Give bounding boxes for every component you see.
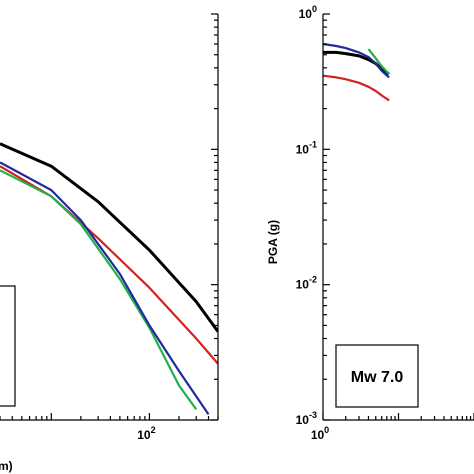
series-line-1: [0, 142, 218, 333]
left-legend-box: [0, 285, 16, 407]
annotation-text: Mw 7.0: [351, 369, 404, 386]
left-tick-labels: 102: [137, 425, 155, 442]
series-line-4: [0, 161, 210, 416]
y-tick-label: 10-2: [296, 275, 317, 292]
series-line-3: [367, 48, 390, 75]
right-panel: 100 100 10-1 10-2 10-3 PGA (g) Mw 7.0: [266, 4, 474, 442]
series-line-2: [323, 74, 390, 102]
series-line-3: [0, 169, 198, 410]
right-y-axis-label: PGA (g): [266, 220, 280, 264]
right-ticks: [322, 13, 474, 421]
right-series-group: [323, 42, 390, 102]
y-tick-label: 10-3: [296, 410, 317, 427]
right-tick-labels: 100 100 10-1 10-2 10-3: [296, 4, 330, 442]
left-ticks: [0, 13, 219, 421]
left-x-axis-label: m): [0, 459, 13, 473]
series-line-4: [323, 42, 390, 79]
y-tick-label: 100: [299, 4, 317, 21]
left-panel: 102 m): [0, 13, 219, 473]
x-tick-label: 102: [137, 425, 155, 442]
annotation-box: [335, 344, 419, 408]
x-tick-label: 100: [311, 425, 329, 442]
y-tick-label: 10-1: [296, 139, 317, 156]
left-series-group: [0, 142, 218, 416]
